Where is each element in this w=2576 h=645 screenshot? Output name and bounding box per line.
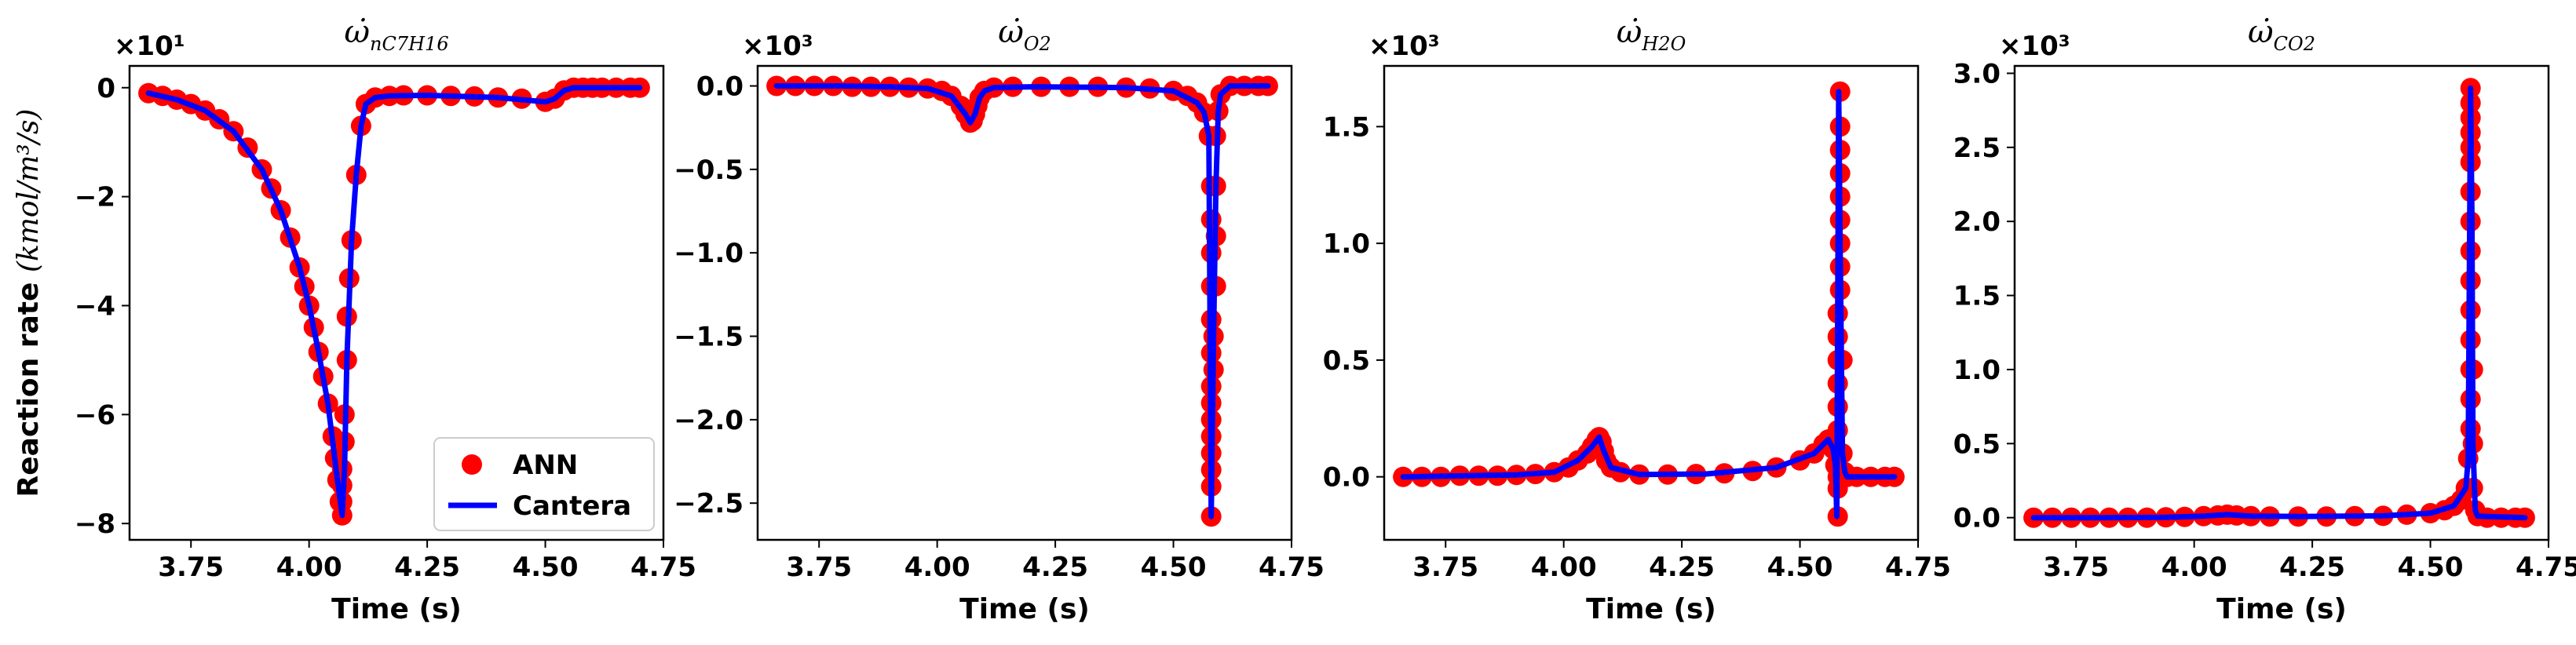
x-tick-label: 4.50 [2398,552,2464,583]
plot-area [2023,78,2535,528]
cantera-line [773,83,1271,519]
y-axis-label-unit: (kmol/m³/s) [13,109,45,273]
title-symbol: ω̇ [998,14,1024,50]
x-tick-label: 4.25 [394,552,460,583]
x-tick-label: 4.75 [1259,552,1325,583]
x-tick-label: 4.25 [2279,552,2345,583]
cantera-line [1400,89,1898,519]
offset-multiplier: ×10³ [1999,31,2070,62]
title-symbol: ω̇ [1617,14,1642,50]
legend-cantera-label: Cantera [513,490,631,522]
x-tick-label: 4.25 [1649,552,1715,583]
x-tick-label: 4.75 [2516,552,2576,583]
x-tick-label: 4.00 [276,552,342,583]
y-tick-label: −2.5 [674,488,744,519]
chart-panel-4: 3.75 4.00 4.25 4.50 4.75 0.0 0.5 1.0 1.5 2.0 2.5 3.… [1953,14,2576,625]
title-subscript: nC7H16 [370,33,449,55]
x-axis-label: Time (s) [331,593,462,625]
y-tick-label: 2.0 [1953,206,2001,238]
chart-panel-2: 3.75 4.00 4.25 4.50 4.75 0.0 −0.5 −1.0 −1.5 −2.0 −… [674,14,1325,625]
y-tick-label: 1.5 [1953,281,2001,312]
y-tick-label: 0.5 [1323,345,1370,377]
x-tick-label: 3.75 [786,552,852,583]
x-tick-label: 4.50 [1767,552,1833,583]
plot-frame [2013,64,2550,541]
y-tick-label: −1.0 [674,238,744,269]
y-tick-label: −2.0 [674,405,744,436]
x-axis-label: Time (s) [1586,593,1716,625]
y-axis-label-text: Reaction rate [13,272,45,497]
y-axis-label: Reaction rate (kmol/m³/s) [13,109,45,497]
x-axis-label: Time (s) [959,593,1090,625]
x-tick-label: 4.75 [630,552,696,583]
plot-frame [756,64,1293,541]
plot-area [766,75,1278,527]
x-tick-label: 4.00 [904,552,970,583]
y-tick-label: −8 [75,508,115,540]
y-tick-label: 1.0 [1323,228,1370,260]
legend: ANN Cantera [433,437,655,531]
y-tick-label: 0 [97,73,115,104]
legend-ann-label: ANN [513,450,578,481]
x-tick-label: 4.50 [513,552,579,583]
x-tick-label: 4.50 [1141,552,1207,583]
title-subscript: H2O [1641,33,1686,55]
chart-title: ω̇nC7H16 [344,14,448,55]
y-tick-label: −0.5 [674,155,744,186]
plot-frame [128,64,665,541]
x-tick-label: 3.75 [1412,552,1478,583]
y-tick-label: 1.0 [1953,355,2001,386]
y-tick-label: 0.0 [1953,503,2001,534]
plot-area [1393,81,1905,527]
x-tick-label: 4.25 [1022,552,1088,583]
x-axis-label: Time (s) [2216,593,2347,625]
y-tick-label: 1.5 [1323,111,1370,143]
x-tick-label: 4.75 [1885,552,1951,583]
y-tick-label: 0.0 [696,71,744,103]
chart-title: ω̇H2O [1617,14,1686,55]
x-tick-label: 4.00 [2161,552,2227,583]
cantera-line [2030,85,2528,521]
x-tick-label: 3.75 [2043,552,2109,583]
legend-ann-marker [462,454,482,475]
plot-area [138,77,650,526]
chart-title: ω̇CO2 [2248,14,2315,55]
title-subscript: O2 [1024,33,1051,55]
title-symbol: ω̇ [344,14,370,50]
chart-panel-3: 3.75 4.00 4.25 4.50 4.75 0.0 0.5 1.0 1.5 Time (s)… [1323,14,1951,625]
y-tick-label: −2 [75,182,115,213]
plot-frame [1383,64,1920,541]
offset-multiplier: ×10³ [742,31,813,62]
title-symbol: ω̇ [2248,14,2274,50]
y-tick-label: 0.5 [1953,428,2001,460]
y-tick-label: 0.0 [1323,462,1370,494]
y-tick-label: 2.5 [1953,133,2001,164]
x-tick-label: 4.00 [1531,552,1597,583]
y-tick-label: −1.5 [674,322,744,353]
cantera-line [145,85,643,519]
offset-multiplier: ×10³ [1368,31,1440,62]
offset-multiplier: ×10¹ [114,31,185,62]
y-tick-label: −4 [75,290,115,322]
y-tick-label: 3.0 [1953,58,2001,89]
title-subscript: CO2 [2274,33,2315,55]
y-tick-label: −6 [75,399,115,431]
x-tick-label: 3.75 [158,552,224,583]
chart-panel-1: 3.75 4.00 4.25 4.50 4.75 0 −2 −4 −6 −8 Time (s) ×10… [13,14,696,625]
chart-title: ω̇O2 [998,14,1051,55]
